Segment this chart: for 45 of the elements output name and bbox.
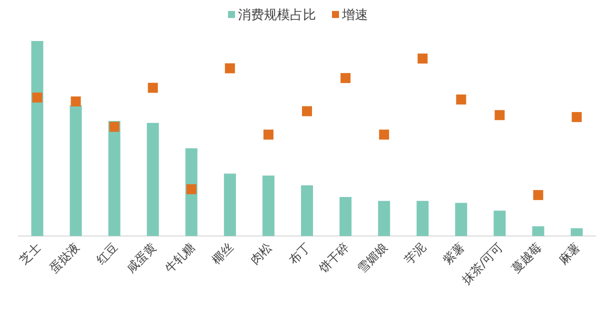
point bbox=[418, 54, 428, 64]
bar bbox=[378, 200, 390, 236]
bar bbox=[455, 202, 468, 236]
x-tick-label: 芝士 bbox=[16, 240, 44, 268]
bar bbox=[494, 210, 506, 236]
x-tick-label: 芋泥 bbox=[402, 240, 429, 268]
x-tick-label: 雪媚娘 bbox=[354, 240, 390, 276]
x-tick-label: 蛋挞液 bbox=[46, 240, 82, 276]
point bbox=[263, 130, 274, 140]
bar bbox=[70, 105, 82, 236]
point bbox=[70, 96, 81, 106]
x-tick-label: 咸蛋黄 bbox=[124, 240, 159, 276]
x-tick-label: 蔓越莓 bbox=[508, 240, 544, 276]
x-tick-label: 布丁 bbox=[286, 240, 314, 268]
point bbox=[533, 190, 544, 200]
legend-label: 增速 bbox=[341, 8, 368, 23]
x-tick-label: 椰丝 bbox=[209, 240, 236, 268]
point bbox=[572, 112, 582, 122]
bar bbox=[262, 176, 274, 236]
point bbox=[379, 130, 390, 140]
bar bbox=[301, 185, 313, 236]
x-tick-label: 牛轧糖 bbox=[162, 240, 198, 276]
point bbox=[494, 110, 505, 120]
legend-label: 消费规模占比 bbox=[238, 8, 316, 23]
bar bbox=[224, 174, 236, 236]
point bbox=[148, 82, 158, 93]
point bbox=[302, 106, 312, 116]
bar bbox=[108, 120, 120, 236]
bar bbox=[146, 122, 159, 236]
bar bbox=[532, 226, 544, 236]
bar bbox=[31, 41, 44, 236]
bar bbox=[416, 200, 429, 236]
bar bbox=[570, 228, 583, 236]
x-tick-label: 红豆 bbox=[94, 240, 120, 268]
x-tick-label: 麻薯 bbox=[556, 240, 583, 268]
point bbox=[32, 92, 42, 103]
point bbox=[456, 94, 466, 104]
point bbox=[109, 122, 120, 132]
x-tick-label: 肉松 bbox=[248, 240, 275, 268]
point bbox=[224, 63, 235, 74]
point bbox=[340, 73, 351, 84]
x-tick-label: 紫薯 bbox=[440, 240, 468, 268]
point bbox=[186, 184, 196, 194]
x-tick-label: 饼干碎 bbox=[316, 240, 352, 276]
bar bbox=[340, 197, 352, 236]
